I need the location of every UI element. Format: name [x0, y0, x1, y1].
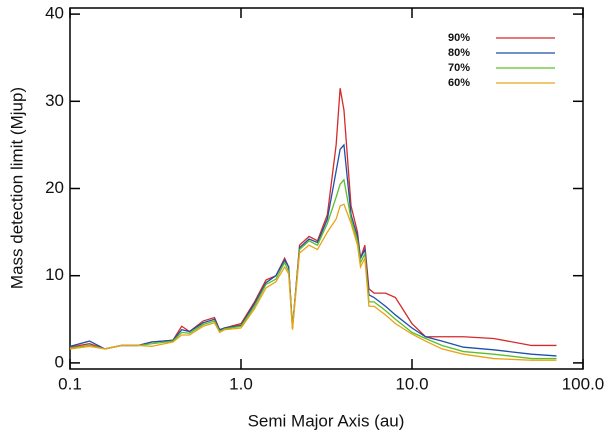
x-axis-label: Semi Major Axis (au): [248, 411, 405, 430]
y-tick-label: 20: [45, 178, 64, 197]
series-line: [69, 203, 557, 361]
legend-label: 80%: [448, 47, 470, 59]
series-line: [69, 178, 557, 360]
y-tick-label: 10: [45, 265, 64, 284]
x-tick-label: 10.0: [395, 374, 428, 393]
x-tick-label: 0.1: [58, 374, 82, 393]
y-tick-label: 40: [45, 4, 64, 23]
y-tick-label: 30: [45, 91, 64, 110]
x-tick-label: 100.0: [562, 374, 605, 393]
y-axis-label: Mass detection limit (Mjup): [7, 87, 26, 289]
legend-label: 60%: [448, 77, 470, 89]
x-tick-label: 1.0: [229, 374, 253, 393]
legend-label: 70%: [448, 62, 470, 74]
legend-label: 90%: [448, 32, 470, 44]
series-line: [69, 143, 557, 357]
series-line: [69, 88, 557, 350]
plot-frame: [69, 7, 584, 370]
y-tick-label: 0: [55, 352, 64, 371]
